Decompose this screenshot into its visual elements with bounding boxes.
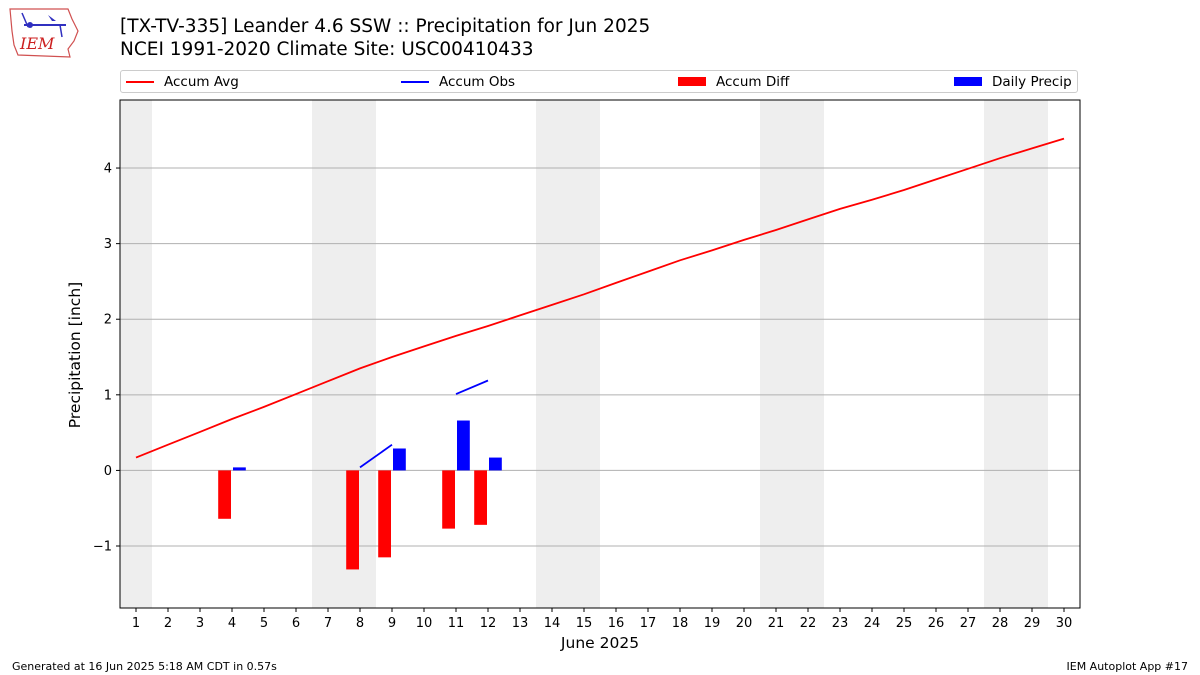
x-tick-label: 3 [196,616,204,631]
y-tick-label: 3 [104,237,112,252]
legend-label-accum-avg: Accum Avg [164,73,239,90]
generated-timestamp: Generated at 16 Jun 2025 5:18 AM CDT in … [12,660,277,673]
x-tick-label: 20 [736,616,753,631]
legend-label-accum-obs: Accum Obs [439,73,516,90]
weekend-band [312,100,376,608]
x-tick-label: 18 [672,616,689,631]
x-tick-label: 21 [768,616,785,631]
x-tick-label: 14 [544,616,561,631]
y-tick-label: 0 [104,464,112,479]
x-tick-label: 25 [896,616,913,631]
y-tick-label: 4 [104,162,112,177]
y-tick-label: 1 [104,388,112,403]
x-tick-label: 11 [448,616,465,631]
x-tick-label: 27 [960,616,977,631]
y-tick-label: 2 [104,313,112,328]
accum-diff-bar [474,470,487,525]
accum-obs-line [455,379,489,395]
x-tick-label: 19 [704,616,721,631]
legend-item-accum-obs: Accum Obs [401,71,515,92]
plot-frame [119,99,1081,609]
x-tick-label: 22 [800,616,817,631]
x-tick-label: 26 [928,616,945,631]
accum-diff-bar [442,470,455,529]
daily-precip-bar [457,420,470,471]
x-tick-label: 23 [832,616,849,631]
legend-label-accum-diff: Accum Diff [716,73,790,90]
legend-swatch-accum-diff [678,77,706,86]
x-tick-label: 24 [864,616,881,631]
daily-precip-bar [489,457,502,471]
x-tick-label: 1 [132,616,140,631]
iowa-state-logo-icon: IEM [9,8,79,58]
x-tick-label: 15 [576,616,593,631]
chart-title: [TX-TV-335] Leander 4.6 SSW :: Precipita… [120,16,651,37]
accum-diff-bar [346,470,359,570]
legend-item-accum-avg: Accum Avg [126,71,239,92]
chart-legend: Accum Avg Accum Obs Accum Diff Daily Pre… [120,70,1078,93]
y-axis-label: Precipitation [inch] [66,281,84,429]
x-tick-label: 4 [228,616,236,631]
accum-avg-line [135,137,1065,459]
legend-swatch-daily-precip [954,77,982,86]
accum-diff-bar [378,470,391,558]
logo-text: IEM [19,34,55,53]
daily-precip-bar [393,448,406,471]
legend-swatch-accum-avg [126,80,154,83]
x-tick-label: 2 [164,616,172,631]
y-tick-label: −1 [93,540,112,555]
legend-label-daily-precip: Daily Precip [992,73,1072,90]
x-tick-label: 9 [388,616,396,631]
x-tick-label: 10 [416,616,433,631]
x-tick-label: 12 [480,616,497,631]
x-tick-label: 7 [324,616,332,631]
weekend-band [984,100,1048,608]
x-tick-label: 16 [608,616,625,631]
x-tick-label: 5 [260,616,268,631]
accum-obs-line [359,443,393,469]
legend-item-daily-precip: Daily Precip [954,71,1072,92]
x-tick-label: 29 [1024,616,1041,631]
legend-item-accum-diff: Accum Diff [678,71,789,92]
x-tick-label: 17 [640,616,657,631]
weekend-band [120,100,152,608]
x-axis-label: June 2025 [560,634,640,652]
weekend-band [760,100,824,608]
accum-diff-bar [218,470,231,519]
chart-subtitle: NCEI 1991-2020 Climate Site: USC00410433 [120,39,534,60]
x-tick-label: 30 [1056,616,1073,631]
daily-precip-bar [233,467,246,471]
legend-swatch-accum-obs [401,80,429,83]
iem-logo: IEM [8,5,80,59]
x-tick-label: 6 [292,616,300,631]
app-credit: IEM Autoplot App #17 [1066,660,1189,673]
x-tick-label: 8 [356,616,364,631]
x-tick-label: 13 [512,616,529,631]
weekend-band [536,100,600,608]
x-tick-label: 28 [992,616,1009,631]
